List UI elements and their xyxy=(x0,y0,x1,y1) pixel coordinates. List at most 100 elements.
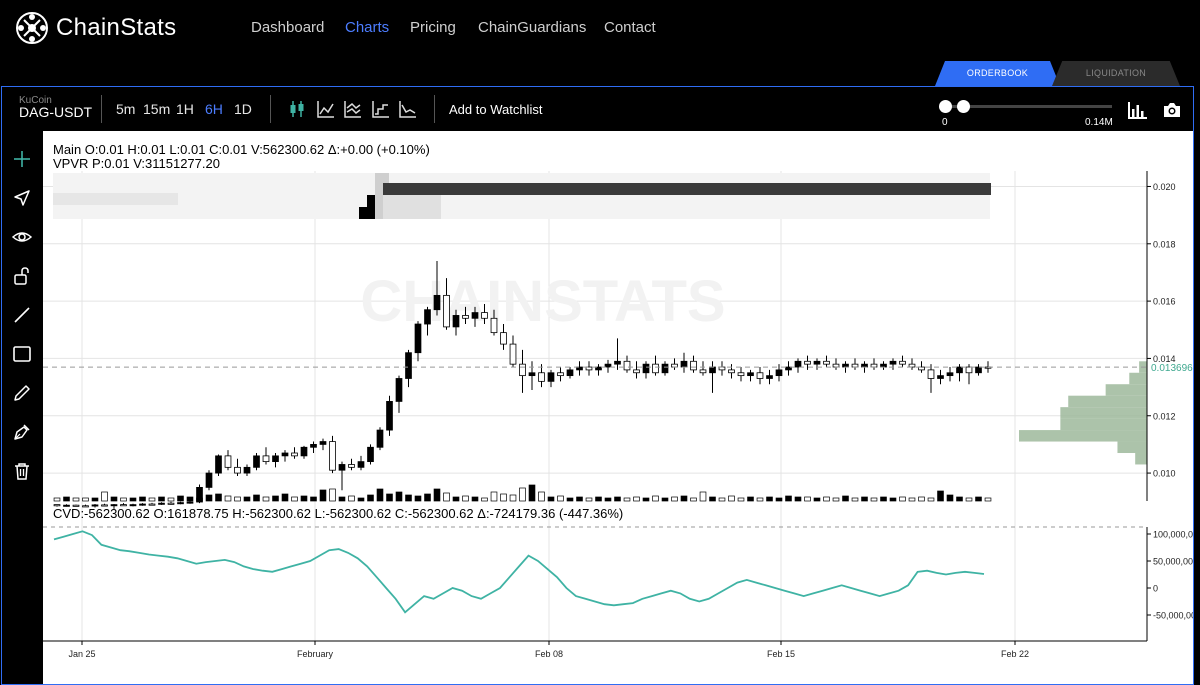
candle-body xyxy=(965,366,973,374)
candle-body xyxy=(652,363,659,374)
tab-orderbook[interactable]: ORDERBOOK xyxy=(935,61,1060,86)
nav-link-pricing[interactable]: Pricing xyxy=(410,19,456,36)
volume-bar xyxy=(367,494,374,502)
volume-bar xyxy=(918,496,925,502)
price-axis: 0.010 0.012 0.014 0.016 0.018 0.020 xyxy=(1146,171,1176,501)
candle-body xyxy=(832,363,840,368)
price-chart[interactable]: CHAINSTATS 0.013696 0.010 0.012 0.014 0.016… xyxy=(43,131,1200,684)
candle-body xyxy=(53,504,61,507)
vpvr-bar xyxy=(1135,453,1147,465)
volume-bar xyxy=(975,496,982,502)
timeframe-15m[interactable]: 15m xyxy=(143,101,171,117)
candle-body xyxy=(148,503,156,506)
volume-bar xyxy=(642,497,650,502)
candle-body xyxy=(956,366,963,374)
line-tool-icon[interactable] xyxy=(12,305,32,325)
candle-body xyxy=(908,363,916,368)
candle-body xyxy=(234,466,241,474)
chart-canvas[interactable]: CHAINSTATS 0.013696 0.010 0.012 0.014 0.016… xyxy=(43,131,1200,684)
candle-body xyxy=(63,504,70,507)
add-to-watchlist-button[interactable]: Add to Watchlist xyxy=(449,102,543,117)
volume-bar xyxy=(756,497,764,502)
crosshair-icon[interactable] xyxy=(12,149,32,169)
volume-bar xyxy=(405,494,412,502)
candle-body xyxy=(101,504,108,507)
candle-body xyxy=(424,309,431,325)
volume-bar xyxy=(566,497,574,502)
candle-body xyxy=(386,401,393,431)
candle-body xyxy=(576,366,583,371)
camera-icon[interactable] xyxy=(1162,101,1182,119)
heatmap-band xyxy=(53,173,990,219)
candle-body xyxy=(804,360,811,365)
volume-bar xyxy=(462,495,469,502)
volume-bar xyxy=(348,495,355,502)
volume-bar xyxy=(291,496,298,502)
area-icon[interactable] xyxy=(344,100,362,118)
pencil-icon[interactable] xyxy=(12,383,32,403)
chart-panel: KuCoin DAG-USDT 5m 15m 1H 6H 1D xyxy=(1,86,1200,685)
nav-link-dashboard[interactable]: Dashboard xyxy=(251,19,325,36)
nav-link-contact[interactable]: Contact xyxy=(604,19,656,36)
rectangle-icon[interactable] xyxy=(12,344,32,364)
volume-bar xyxy=(899,496,906,502)
volume-bar xyxy=(718,497,726,502)
volume-filter-min-handle[interactable] xyxy=(939,100,952,113)
volume-bar xyxy=(842,495,849,502)
volume-bar xyxy=(129,497,137,502)
candle-body xyxy=(405,352,412,379)
candle-body xyxy=(338,464,346,471)
volume-bar xyxy=(937,490,944,502)
vpvr-bar xyxy=(1129,372,1147,385)
nav-link-charts[interactable]: Charts xyxy=(345,19,390,36)
volume-filter-track[interactable] xyxy=(946,105,1112,108)
timeframe-5m[interactable]: 5m xyxy=(116,101,136,117)
tab-liquidation[interactable]: LIQUIDATION xyxy=(1052,61,1180,86)
volume-bar xyxy=(101,491,108,502)
candle-body xyxy=(348,464,355,468)
pen-icon[interactable] xyxy=(12,422,32,442)
candle-body xyxy=(813,360,821,365)
price-tick-label: 0.012 xyxy=(1153,411,1176,421)
volume-bars-icon[interactable] xyxy=(1128,101,1148,119)
candle-body xyxy=(72,504,80,507)
volume-bar xyxy=(234,496,241,502)
candle-body xyxy=(224,455,232,468)
candle-body xyxy=(918,366,925,371)
volume-bar xyxy=(908,497,916,502)
lock-icon[interactable] xyxy=(12,266,32,286)
candle-body xyxy=(281,452,289,457)
timeframe-6h[interactable]: 6H xyxy=(205,101,223,117)
candle-body xyxy=(139,503,146,506)
chainstats-logo-icon xyxy=(16,12,48,44)
timeframe-1h[interactable]: 1H xyxy=(176,101,194,117)
candle-body xyxy=(262,455,270,463)
baseline-icon[interactable] xyxy=(399,100,417,118)
step-icon[interactable] xyxy=(372,100,390,118)
toolbar-divider xyxy=(434,95,435,123)
eye-icon[interactable] xyxy=(12,227,32,247)
timeframe-1d[interactable]: 1D xyxy=(234,101,252,117)
candle-body xyxy=(414,323,422,354)
nav-link-chainguardians[interactable]: ChainGuardians xyxy=(478,19,587,36)
pointer-icon[interactable] xyxy=(12,188,32,208)
volume-bar xyxy=(82,497,89,502)
trash-icon[interactable] xyxy=(12,461,32,481)
brand-logo[interactable]: ChainStats xyxy=(14,10,176,46)
candle-body xyxy=(395,378,403,402)
candles-icon[interactable] xyxy=(288,100,306,118)
pair-selector[interactable]: DAG-USDT xyxy=(19,104,93,120)
candle-body xyxy=(671,363,678,368)
toolbar-divider xyxy=(101,95,102,123)
volume-filter-max-handle[interactable] xyxy=(957,100,970,113)
volume-bar xyxy=(709,496,716,502)
candle-body xyxy=(509,343,517,365)
candle-body xyxy=(243,466,251,474)
volume-bar xyxy=(927,497,935,502)
volume-bar xyxy=(376,488,384,502)
line-icon[interactable] xyxy=(317,100,335,118)
volume-bar xyxy=(984,497,992,502)
volume-bar xyxy=(832,497,840,502)
volume-bar xyxy=(623,497,631,502)
volume-bar xyxy=(956,496,963,502)
